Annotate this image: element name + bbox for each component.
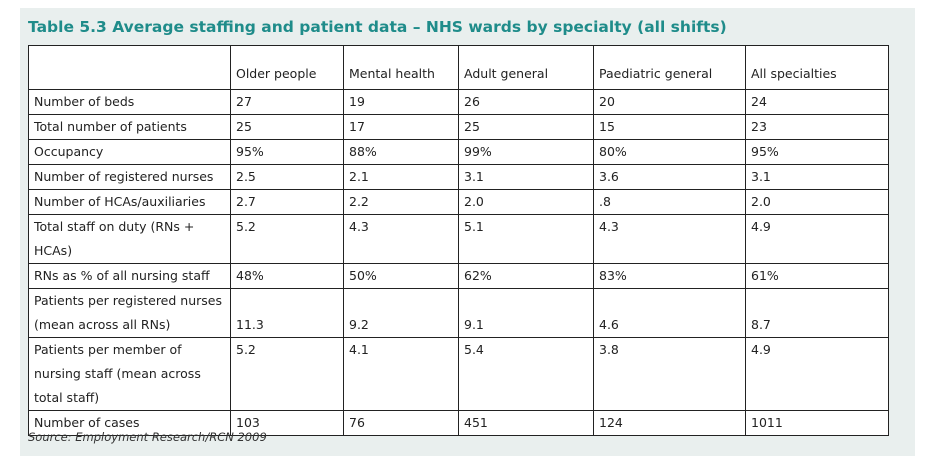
column-header: Older people xyxy=(230,45,344,90)
column-header: Adult general xyxy=(458,45,594,90)
table-row: Patients per registered nurses (mean acr… xyxy=(28,288,889,338)
table-cell: 4.3 xyxy=(593,214,746,264)
table-row: Occupancy 95% 88% 99% 80% 95% xyxy=(28,139,889,165)
table-cell: 5.2 xyxy=(230,214,344,264)
corner-cell xyxy=(28,45,231,90)
table-cell: 4.1 xyxy=(343,337,459,411)
table-cell: 95% xyxy=(745,139,889,165)
data-table: Older people Mental health Adult general Pa… xyxy=(28,45,889,436)
table-cell: 80% xyxy=(593,139,746,165)
table-cell: 4.3 xyxy=(343,214,459,264)
table-cell: 451 xyxy=(458,410,594,436)
table-cell: 11.3 xyxy=(230,288,344,338)
table-cell: 15 xyxy=(593,114,746,140)
row-label: Patients per member of nursing staff (me… xyxy=(28,337,231,411)
table-cell: 19 xyxy=(343,89,459,115)
table-cell: 24 xyxy=(745,89,889,115)
table-cell: 95% xyxy=(230,139,344,165)
table-cell: 2.5 xyxy=(230,164,344,190)
table-cell: .8 xyxy=(593,189,746,215)
table-cell: 61% xyxy=(745,263,889,289)
panel: Table 5.3 Average staffing and patient d… xyxy=(20,8,915,456)
table-cell: 99% xyxy=(458,139,594,165)
table-cell: 26 xyxy=(458,89,594,115)
table-cell: 3.8 xyxy=(593,337,746,411)
row-label: Number of beds xyxy=(28,89,231,115)
table-cell: 2.7 xyxy=(230,189,344,215)
table-row: Total staff on duty (RNs + HCAs) 5.2 4.3 5.… xyxy=(28,214,889,264)
table-row: RNs as % of all nursing staff 48% 50% 62% 83… xyxy=(28,263,889,289)
table-body: Older people Mental health Adult general Pa… xyxy=(28,45,889,436)
table-cell: 5.1 xyxy=(458,214,594,264)
table-cell: 9.2 xyxy=(343,288,459,338)
table-row: Patients per member of nursing staff (me… xyxy=(28,337,889,411)
table-cell: 1011 xyxy=(745,410,889,436)
table-cell: 2.2 xyxy=(343,189,459,215)
table-cell: 20 xyxy=(593,89,746,115)
row-label: Number of cases xyxy=(28,410,231,436)
column-header: Paediatric general xyxy=(593,45,746,90)
row-label: Total number of patients xyxy=(28,114,231,140)
table-cell: 48% xyxy=(230,263,344,289)
table-cell: 23 xyxy=(745,114,889,140)
table-cell: 25 xyxy=(458,114,594,140)
table-cell: 83% xyxy=(593,263,746,289)
table-cell: 3.1 xyxy=(458,164,594,190)
table-cell: 2.0 xyxy=(745,189,889,215)
table-cell: 103 xyxy=(230,410,344,436)
table-row: Number of beds 27 19 26 20 24 xyxy=(28,89,889,115)
table-cell: 2.0 xyxy=(458,189,594,215)
table-row: Number of registered nurses 2.5 2.1 3.1 3.6 3… xyxy=(28,164,889,190)
table-row: Total number of patients 25 17 25 15 23 xyxy=(28,114,889,140)
table-cell: 5.2 xyxy=(230,337,344,411)
table-row: Number of cases 103 76 451 124 1011 xyxy=(28,410,889,436)
row-label: Occupancy xyxy=(28,139,231,165)
row-label: Total staff on duty (RNs + HCAs) xyxy=(28,214,231,264)
table-cell: 27 xyxy=(230,89,344,115)
table-cell: 25 xyxy=(230,114,344,140)
table-row: Number of HCAs/auxiliaries 2.7 2.2 2.0.8 2.0 xyxy=(28,189,889,215)
table-cell: 62% xyxy=(458,263,594,289)
table-cell: 4.9 xyxy=(745,214,889,264)
column-header: Mental health xyxy=(343,45,459,90)
table-title: Table 5.3 Average staffing and patient d… xyxy=(28,18,727,36)
table-cell: 17 xyxy=(343,114,459,140)
row-label: Patients per registered nurses (mean acr… xyxy=(28,288,231,338)
table-cell: 8.7 xyxy=(745,288,889,338)
row-label: RNs as % of all nursing staff xyxy=(28,263,231,289)
header-row: Older people Mental health Adult general Pa… xyxy=(28,45,889,90)
table-cell: 9.1 xyxy=(458,288,594,338)
table-cell: 4.6 xyxy=(593,288,746,338)
table-cell: 5.4 xyxy=(458,337,594,411)
table-cell: 3.1 xyxy=(745,164,889,190)
row-label: Number of HCAs/auxiliaries xyxy=(28,189,231,215)
table-cell: 124 xyxy=(593,410,746,436)
row-label: Number of registered nurses xyxy=(28,164,231,190)
table-cell: 4.9 xyxy=(745,337,889,411)
column-header: All specialties xyxy=(745,45,889,90)
table-cell: 76 xyxy=(343,410,459,436)
table-cell: 50% xyxy=(343,263,459,289)
table-cell: 3.6 xyxy=(593,164,746,190)
source-note: Source: Employment Research/RCN 2009 xyxy=(28,430,267,444)
table-cell: 2.1 xyxy=(343,164,459,190)
table-cell: 88% xyxy=(343,139,459,165)
